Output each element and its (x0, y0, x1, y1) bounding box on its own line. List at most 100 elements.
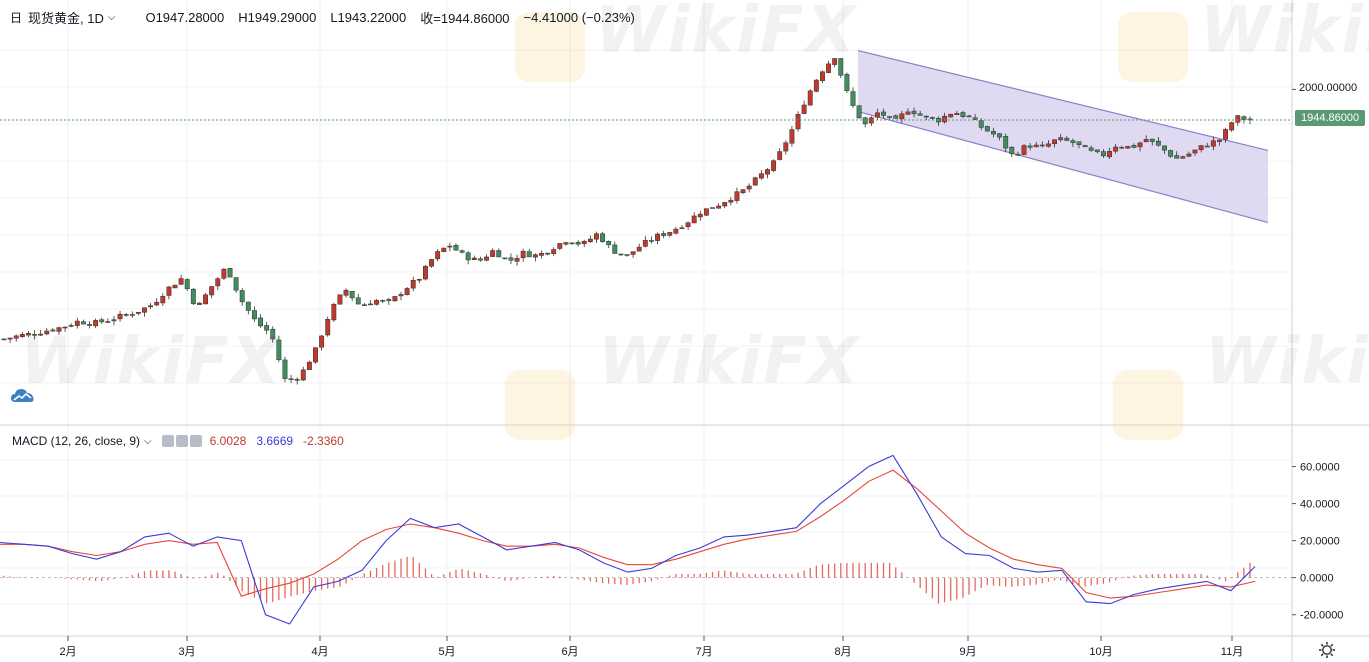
candle-body (655, 233, 660, 241)
candle-body (1180, 156, 1186, 159)
candle-body (465, 252, 471, 261)
candle-body (789, 129, 795, 144)
candle-body (508, 257, 514, 261)
low-value: L1943.22000 (330, 10, 407, 25)
candle-body (361, 304, 367, 306)
candle-body (1, 338, 7, 341)
candle-body (710, 207, 715, 209)
candle-body (123, 314, 129, 316)
candle-body (343, 289, 349, 296)
candle-body (606, 241, 612, 246)
candle-body (135, 311, 141, 314)
month-label: 11月 (1221, 646, 1243, 658)
candle-body (1155, 140, 1161, 146)
symbol-name[interactable]: 现货黄金, 1D (28, 11, 104, 26)
chevron-down-icon[interactable]: ⌵ (144, 435, 152, 447)
candle-body (740, 189, 746, 193)
candle-body (758, 173, 764, 179)
candle-body (569, 242, 575, 245)
candle-body (245, 301, 251, 311)
candle-body (942, 115, 948, 123)
candle-body (893, 115, 899, 119)
candle-body (1045, 143, 1051, 147)
candle-body (1100, 151, 1106, 157)
candle-body (1235, 115, 1241, 123)
candle-body (881, 111, 886, 116)
candle-body (1088, 147, 1094, 151)
gear-icon[interactable] (1318, 641, 1336, 659)
candle-body (685, 222, 691, 228)
candle-body (905, 111, 911, 115)
candle-body (117, 313, 123, 320)
macd-tick-label: 40.0000 (1300, 499, 1340, 511)
cloud-logo-icon[interactable] (10, 387, 36, 405)
candle-body (551, 249, 557, 254)
candle-body (1076, 141, 1082, 145)
candle-body (374, 300, 380, 305)
candle-body (227, 268, 233, 278)
candle-body (1192, 149, 1198, 154)
last-price-tag: 1944.86000 (1295, 110, 1366, 126)
candle-body (148, 305, 154, 308)
collapse-square-icon[interactable]: 日 (10, 11, 23, 25)
candle-body (557, 243, 563, 249)
candle-body (459, 250, 465, 253)
candle-body (1052, 139, 1057, 145)
candle-body (844, 74, 850, 92)
candle-body (1070, 140, 1076, 143)
candle-body (233, 277, 239, 291)
candle-body (972, 117, 978, 120)
candle-body (1162, 145, 1167, 151)
candle-body (765, 169, 770, 175)
candle-body (600, 233, 606, 242)
candle-body (288, 378, 294, 381)
candle-body (1229, 122, 1235, 131)
candle-body (7, 337, 13, 340)
candle-body (1094, 149, 1100, 153)
candle-body (80, 321, 86, 325)
candle-body (984, 126, 990, 132)
candle-body (129, 314, 135, 316)
gear-icon[interactable] (175, 435, 188, 447)
candle-body (526, 251, 532, 258)
candle-body (87, 324, 92, 326)
candle-body (105, 321, 111, 323)
candle-body (502, 257, 508, 260)
candle-body (673, 228, 679, 234)
candle-body (1009, 146, 1015, 155)
channel-fill (858, 50, 1268, 223)
candle-body (545, 252, 551, 255)
candle-body (496, 250, 502, 258)
candle-body (801, 104, 807, 114)
candle-body (722, 202, 728, 207)
candle-body (471, 257, 477, 260)
chevron-down-icon[interactable]: ⌵ (107, 12, 116, 23)
close-value: 收=1944.86000 (420, 11, 510, 26)
candle-body (337, 294, 343, 305)
candle-body (184, 279, 190, 290)
candle-body (209, 286, 215, 296)
candle-body (380, 300, 386, 302)
month-label: 2月 (59, 646, 76, 658)
macd-title[interactable]: MACD (12, 26, close, 9) (12, 434, 141, 448)
macd-tick-label: -20.0000 (1300, 610, 1343, 622)
candle-body (581, 241, 587, 245)
candle-body (447, 245, 453, 248)
candle-body (197, 302, 202, 305)
close-icon[interactable] (189, 435, 202, 447)
candle-body (771, 160, 777, 171)
candle-body (142, 307, 147, 313)
candle-body (1107, 151, 1112, 158)
candle-body (56, 327, 62, 332)
candle-body (331, 304, 337, 321)
candle-body (435, 251, 441, 260)
candle-body (398, 294, 404, 297)
candle-body (746, 185, 752, 190)
candle-body (270, 328, 276, 340)
candle-body (679, 227, 685, 229)
candle-body (477, 258, 483, 261)
eye-icon[interactable] (161, 435, 174, 447)
candle-body (929, 117, 935, 119)
